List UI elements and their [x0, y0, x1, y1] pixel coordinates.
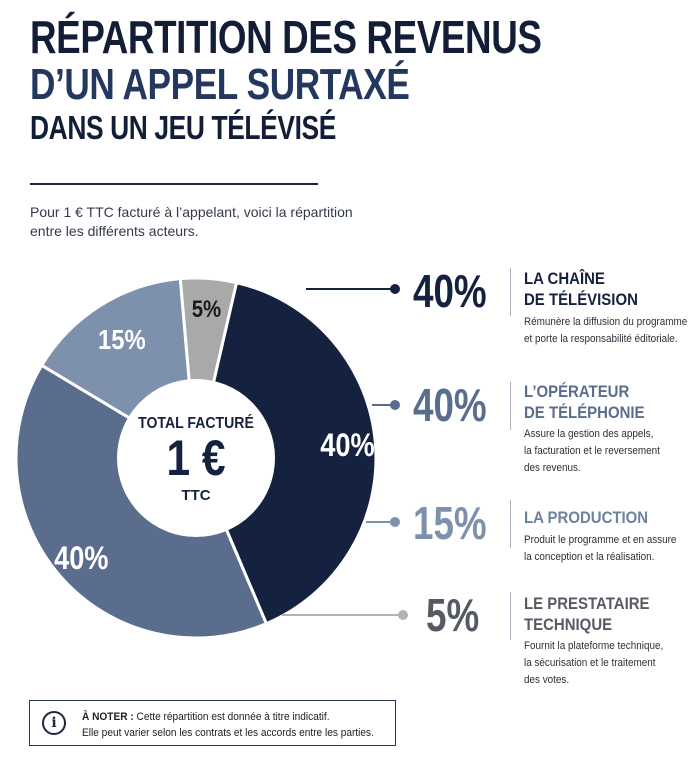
legend-desc-line-1: Assure la gestion des appels,	[524, 428, 654, 440]
subtitle-line-1: Pour 1 € TTC facturé à l’appelant, voici…	[30, 204, 353, 220]
info-icon: i	[42, 711, 66, 735]
note-line-1: À NOTER : Cette répartition est donnée à…	[82, 709, 374, 725]
legend-divider	[510, 268, 511, 316]
title-line-1: RÉPARTITION DES REVENUS	[30, 11, 542, 63]
leader-dot-operator	[390, 400, 400, 410]
leader-lines	[282, 284, 408, 620]
legend-desc-line-2: et porte la responsabilité éditoriale.	[524, 333, 678, 345]
legend-desc-line-2: la conception et la réalisation.	[524, 551, 655, 563]
legend-label: LE PRESTATAIRE TECHNIQUE	[524, 593, 650, 635]
legend-description: Produit le programme et en assure la con…	[524, 532, 676, 566]
slice-label-technical-provider: 5%	[192, 295, 222, 322]
subtitle: Pour 1 € TTC facturé à l’appelant, voici…	[30, 203, 390, 241]
legend-label-line-2: TECHNIQUE	[524, 615, 613, 634]
note-text: À NOTER : Cette répartition est donnée à…	[82, 709, 374, 741]
legend-divider	[510, 592, 511, 640]
legend-label-line-1: LE PRESTATAIRE	[524, 594, 650, 613]
slice-label-operator: 40%	[54, 541, 108, 577]
center-total-label: TOTAL FACTURÉ	[138, 414, 254, 432]
title-line-3: DANS UN JEU TÉLÉVISÉ	[30, 109, 336, 146]
donut-hole	[117, 379, 275, 537]
leader-dot-technical-provider	[398, 610, 408, 620]
legend-description: Assure la gestion des appels, la factura…	[524, 426, 660, 477]
note-line-1-text: Cette répartition est donnée à titre ind…	[136, 711, 330, 723]
legend-percent: 40%	[413, 265, 487, 317]
donut-slice-television	[194, 280, 378, 626]
legend-label-line-1: LA PRODUCTION	[524, 508, 649, 527]
legend-label-line-2: DE TÉLÉVISION	[524, 290, 638, 309]
legend-label: LA CHAÎNE DE TÉLÉVISION	[524, 268, 638, 310]
slice-label-television: 40%	[320, 428, 374, 464]
note-bold-label: À NOTER :	[82, 711, 134, 723]
title-line-2: D’UN APPEL SURTAXÉ	[30, 60, 410, 109]
title-block: RÉPARTITION DES REVENUS D’UN APPEL SURTA…	[30, 14, 669, 144]
leader-dot-television	[390, 284, 400, 294]
subtitle-line-2: entre les différents acteurs.	[30, 223, 199, 239]
note-box: i À NOTER : Cette répartition est donnée…	[29, 700, 396, 746]
legend-label: LA PRODUCTION	[524, 507, 648, 528]
legend-percent: 15%	[413, 497, 487, 549]
legend-description: Fournit la plateforme technique, la sécu…	[524, 638, 663, 689]
legend-label-line-2: DE TÉLÉPHONIE	[524, 403, 645, 422]
legend-desc-line-3: des votes.	[524, 674, 570, 686]
legend-percent: 40%	[413, 379, 487, 431]
legend-label: L’OPÉRATEUR DE TÉLÉPHONIE	[524, 381, 645, 423]
leader-dot-production	[390, 517, 400, 527]
legend-desc-line-1: Produit le programme et en assure	[524, 534, 677, 546]
legend-desc-line-1: Fournit la plateforme technique,	[524, 640, 664, 652]
slice-label-production: 15%	[98, 323, 146, 355]
slice-labels: 40% 40% 15% 5%	[54, 295, 375, 576]
legend-desc-line-3: des revenus.	[524, 462, 581, 474]
center-total-suffix: TTC	[181, 487, 210, 504]
legend-desc-line-2: la facturation et le reversement	[524, 445, 660, 457]
legend-desc-line-1: Rémunère la diffusion du programme	[524, 316, 688, 328]
legend-label-line-1: LA CHAÎNE	[524, 269, 605, 288]
title-divider	[30, 183, 318, 185]
center-label: TOTAL FACTURÉ 1 € TTC	[138, 414, 254, 504]
legend-description: Rémunère la diffusion du programme et po…	[524, 314, 687, 348]
legend-label-line-1: L’OPÉRATEUR	[524, 382, 630, 401]
legend-divider	[510, 382, 511, 430]
legend-desc-line-2: la sécurisation et le traitement	[524, 657, 656, 669]
legend-percent: 5%	[426, 589, 480, 641]
note-line-2: Elle peut varier selon les contrats et l…	[82, 727, 374, 739]
center-total-value: 1 €	[166, 430, 225, 486]
legend-divider	[510, 500, 511, 548]
